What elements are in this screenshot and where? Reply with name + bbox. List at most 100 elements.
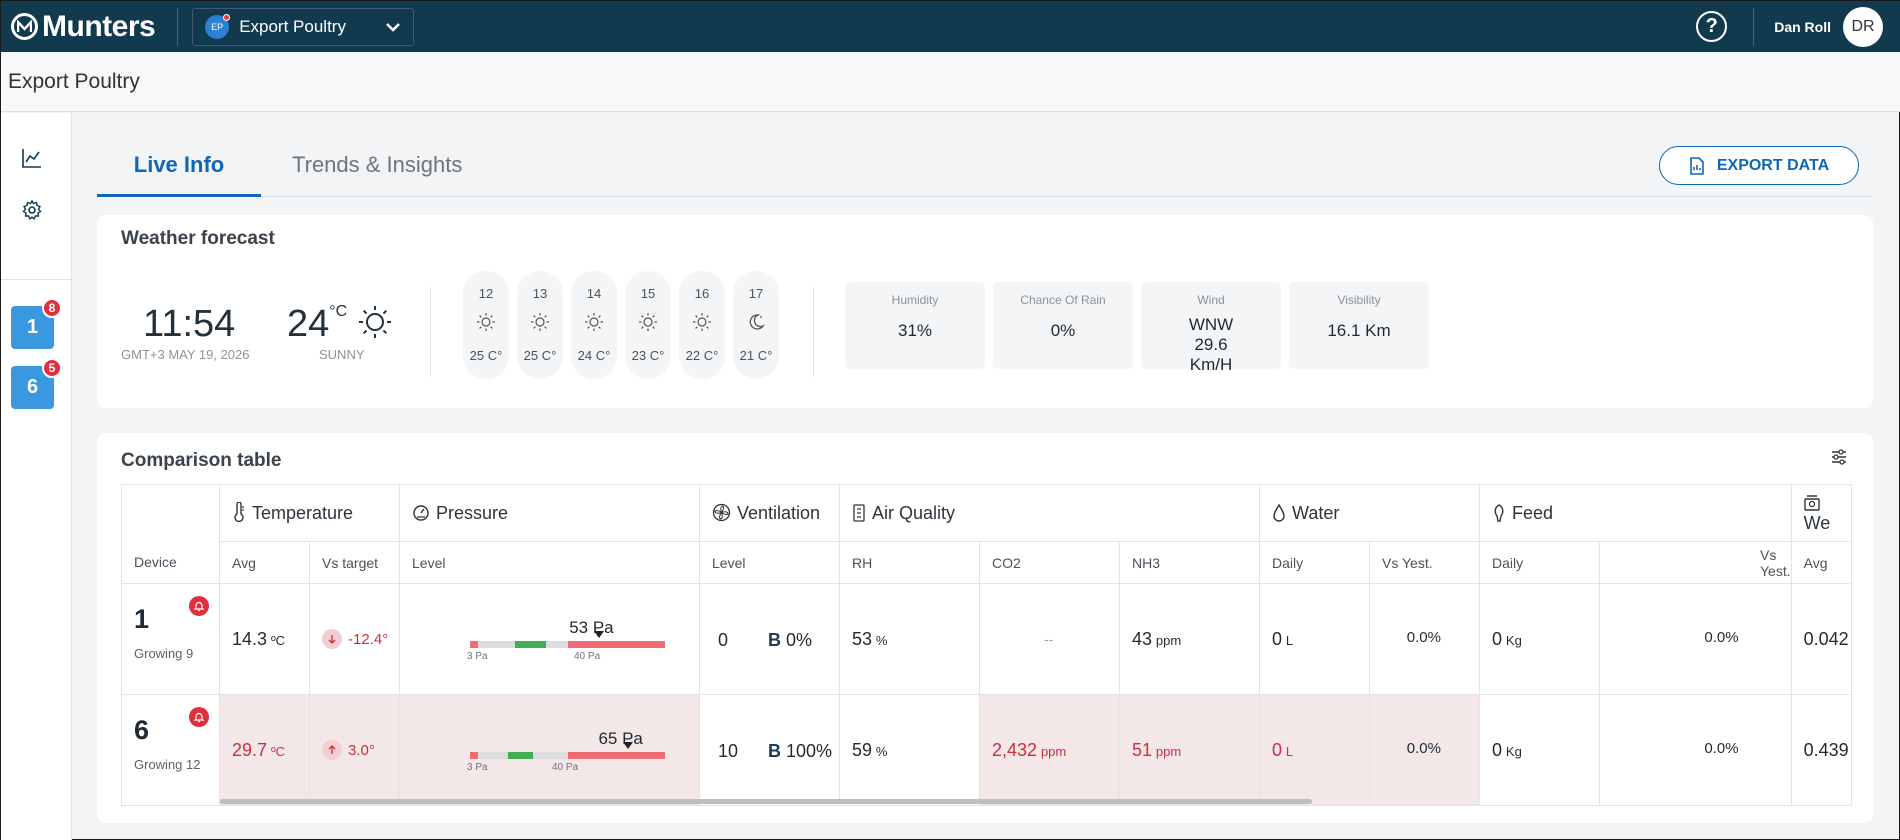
pressure-marker bbox=[594, 631, 605, 638]
stat-label: Wind bbox=[1197, 293, 1225, 307]
water-vs-yest-cell: 0.0% bbox=[1369, 694, 1480, 806]
temp-vs-target-header: Vs target bbox=[309, 541, 400, 584]
water-vs-value: 0.0% bbox=[1406, 740, 1441, 757]
ventilation-group-header: Ventilation bbox=[699, 484, 840, 542]
temp-vs-target-cell: -12.4° bbox=[309, 583, 400, 695]
feed-value: 0 bbox=[1492, 629, 1503, 649]
pressure-tick-high: 40 Pa bbox=[574, 651, 601, 662]
rh-value: 59 bbox=[852, 740, 873, 760]
help-icon[interactable]: ? bbox=[1696, 11, 1728, 42]
gear-icon[interactable] bbox=[20, 198, 44, 222]
water-drop-icon bbox=[1273, 503, 1285, 522]
alarm-bell-icon[interactable] bbox=[189, 596, 209, 616]
nh3-value: 51 bbox=[1132, 740, 1153, 760]
weather-stat-wind: Wind WNW 29.6 Km/H bbox=[1141, 282, 1281, 374]
forecast-hour: 17 bbox=[748, 286, 764, 301]
ventilation-cell: 0 B 0% bbox=[699, 583, 840, 695]
nh3-unit: ppm bbox=[1155, 633, 1182, 648]
top-bar: Munters EP Export Poultry ? Dan Roll DR bbox=[1, 1, 1900, 52]
timezone-date: GMT+3 MAY 19, 2026 bbox=[121, 347, 250, 362]
group-label: Water bbox=[1292, 502, 1340, 523]
device-number: 6 bbox=[134, 715, 150, 745]
feed-daily-cell: 0 Kg bbox=[1479, 694, 1600, 806]
farm-notification-dot bbox=[223, 13, 231, 21]
farm-selector[interactable]: EP Export Poultry bbox=[192, 7, 415, 46]
tab-live-info[interactable]: Live Info bbox=[97, 140, 261, 197]
chevron-down-icon bbox=[386, 22, 401, 32]
co2-header: CO2 bbox=[979, 541, 1120, 584]
feed-value: 0 bbox=[1492, 740, 1503, 760]
table-row[interactable]: 6 Growing 12 29.7 ºC 3.0° 65 Pa 3 Pa 40 … bbox=[121, 694, 1852, 806]
munters-logo-mark bbox=[11, 13, 38, 40]
rh-unit: % bbox=[875, 633, 888, 648]
device-cell[interactable]: 1 Growing 9 bbox=[121, 583, 220, 695]
temp-diff: 3.0° bbox=[348, 741, 375, 759]
weight-avg-header: Avg bbox=[1790, 541, 1852, 584]
forecast-hour: 12 bbox=[478, 286, 494, 301]
water-unit: L bbox=[1285, 633, 1294, 648]
ventilation-level: 0 bbox=[718, 630, 729, 650]
alarm-bell-icon[interactable] bbox=[189, 707, 209, 727]
forecast-temp: 25 C° bbox=[523, 348, 557, 363]
sun-icon bbox=[477, 313, 495, 331]
device-number: 1 bbox=[134, 604, 150, 634]
feed-vs-value: 0.0% bbox=[1704, 740, 1739, 757]
weather-stat-visibility: Visibility 16.1 Km bbox=[1289, 282, 1429, 369]
feed-vs-value: 0.0% bbox=[1704, 629, 1739, 646]
user-name[interactable]: Dan Roll bbox=[1774, 18, 1831, 35]
forecast-temp: 21 C° bbox=[739, 348, 773, 363]
nh3-header: NH3 bbox=[1119, 541, 1260, 584]
pressure-tick-low: 3 Pa bbox=[467, 651, 488, 662]
user-avatar[interactable]: DR bbox=[1843, 6, 1883, 47]
tab-trends-insights[interactable]: Trends & Insights bbox=[292, 152, 463, 177]
header-divider bbox=[1753, 7, 1755, 46]
chart-line-icon[interactable] bbox=[20, 146, 44, 170]
co2-cell: 2,432 ppm bbox=[979, 694, 1120, 806]
water-unit: L bbox=[1285, 744, 1294, 759]
house-number: 1 bbox=[26, 316, 39, 338]
hourly-forecast-item: 17 21 C° bbox=[733, 271, 779, 379]
hourly-forecast-item: 14 24 C° bbox=[571, 271, 617, 379]
temp-avg-header: Avg bbox=[219, 541, 310, 584]
ventilation-percent: 100% bbox=[786, 741, 833, 761]
sun-icon bbox=[693, 313, 711, 331]
munters-logo[interactable]: Munters bbox=[11, 1, 156, 52]
pressure-level-header: Level bbox=[399, 541, 700, 584]
co2-cell: -- bbox=[979, 583, 1120, 695]
water-daily-cell: 0 L bbox=[1259, 583, 1370, 695]
scale-icon bbox=[1803, 495, 1820, 511]
water-vs-value: 0.0% bbox=[1406, 629, 1441, 646]
export-data-button[interactable]: EXPORT DATA bbox=[1659, 146, 1859, 185]
weather-stat-chance-of-rain: Chance Of Rain 0% bbox=[993, 282, 1133, 369]
water-group-header: Water bbox=[1259, 484, 1480, 542]
hourly-forecast-item: 16 22 C° bbox=[679, 271, 725, 379]
feed-unit: Kg bbox=[1505, 744, 1522, 759]
group-label: Pressure bbox=[436, 502, 509, 523]
house-tile-6[interactable]: 6 5 bbox=[11, 358, 62, 409]
table-settings-icon[interactable] bbox=[1830, 448, 1848, 466]
weather-forecast-card: Weather forecast 11:54 GMT+3 MAY 19, 202… bbox=[97, 215, 1873, 408]
fan-icon bbox=[712, 503, 731, 521]
ventilation-level-header: Level bbox=[699, 541, 840, 584]
current-time: 11:54 bbox=[143, 303, 236, 345]
rh-value: 53 bbox=[852, 629, 873, 649]
water-vs-yest-header: Vs Yest. bbox=[1369, 541, 1480, 584]
page-title-bar: Export Poultry bbox=[1, 52, 1900, 112]
nh3-cell: 43 ppm bbox=[1119, 583, 1260, 695]
feed-vs-yest-header: Vs Yest. bbox=[1599, 541, 1792, 584]
feed-unit: Kg bbox=[1505, 633, 1522, 648]
group-label: Temperature bbox=[252, 503, 354, 523]
feed-daily-cell: 0 Kg bbox=[1479, 583, 1600, 695]
stat-value: 0% bbox=[1050, 321, 1076, 340]
weather-divider bbox=[430, 287, 431, 377]
comparison-table: Device Temperature Pressure Ventilation … bbox=[121, 484, 1852, 806]
stat-value: WNW 29.6 Km/H bbox=[1188, 315, 1234, 374]
house-tile-1[interactable]: 1 8 bbox=[11, 298, 62, 349]
temp-avg-cell: 14.3 ºC bbox=[219, 583, 310, 695]
weather-card-title: Weather forecast bbox=[121, 228, 275, 249]
table-row[interactable]: 1 Growing 9 14.3 ºC -12.4° 53 Pa 3 Pa 40… bbox=[121, 583, 1852, 695]
horizontal-scrollbar[interactable] bbox=[220, 799, 1312, 804]
device-cell[interactable]: 6 Growing 12 bbox=[121, 694, 220, 806]
current-temperature: 24°C bbox=[287, 303, 347, 346]
farm-name: Export Poultry bbox=[239, 16, 346, 36]
